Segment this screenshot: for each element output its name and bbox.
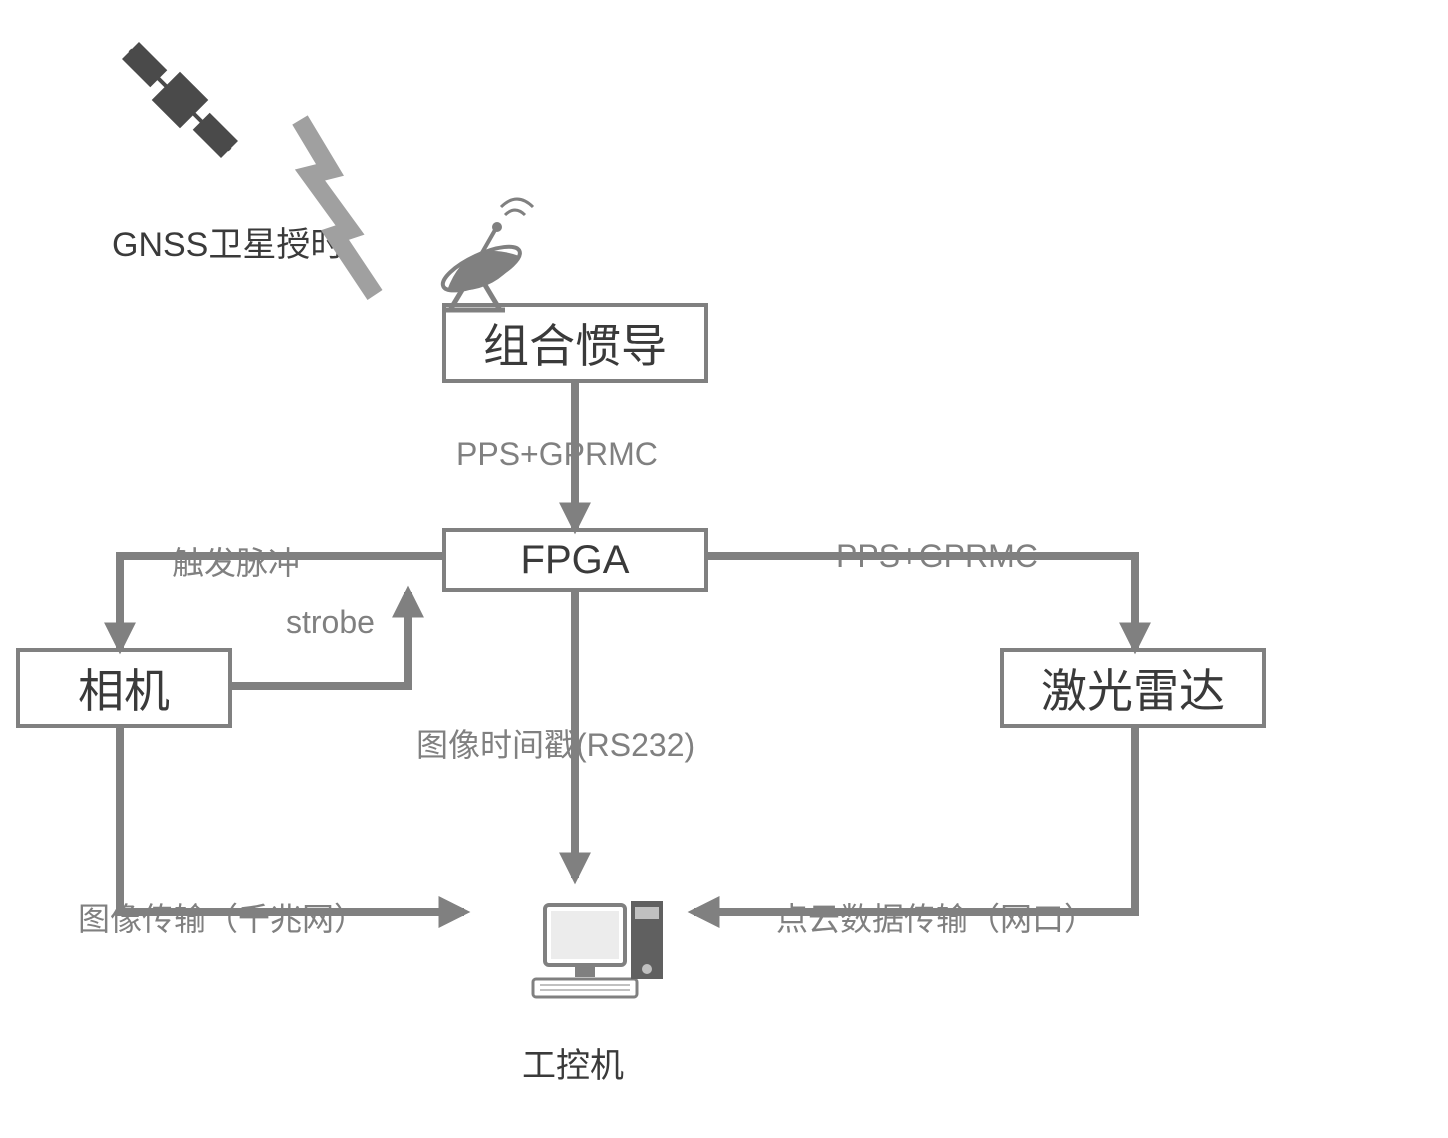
integrated-nav-box: 组合惯导 [442, 303, 708, 383]
pps2-label: PPS+GPRMC [836, 538, 1038, 575]
computer-icon [533, 901, 663, 997]
gnss-label: GNSS卫星授时 [112, 217, 344, 266]
camera-label: 相机 [78, 655, 170, 721]
camera-box: 相机 [16, 648, 232, 728]
lightning-icon [300, 120, 375, 295]
img-tx-label: 图像传输（千兆网） [78, 894, 366, 940]
lidar-box: 激光雷达 [1000, 648, 1266, 728]
fpga-label: FPGA [521, 538, 630, 583]
img-ts-label: 图像时间戳(RS232) [416, 720, 695, 766]
dish-icon [437, 199, 533, 310]
pc-tx-label: 点云数据传输（网口） [776, 894, 1096, 940]
pps1-label: PPS+GPRMC [456, 436, 658, 473]
ipc-label: 工控机 [522, 1038, 624, 1087]
strobe-label: strobe [286, 604, 375, 641]
integrated-nav-label: 组合惯导 [483, 310, 667, 376]
trigger-label: 触发脉冲 [172, 538, 300, 584]
lidar-label: 激光雷达 [1041, 655, 1225, 721]
satellite-icon [122, 42, 238, 158]
fpga-box: FPGA [442, 528, 708, 592]
